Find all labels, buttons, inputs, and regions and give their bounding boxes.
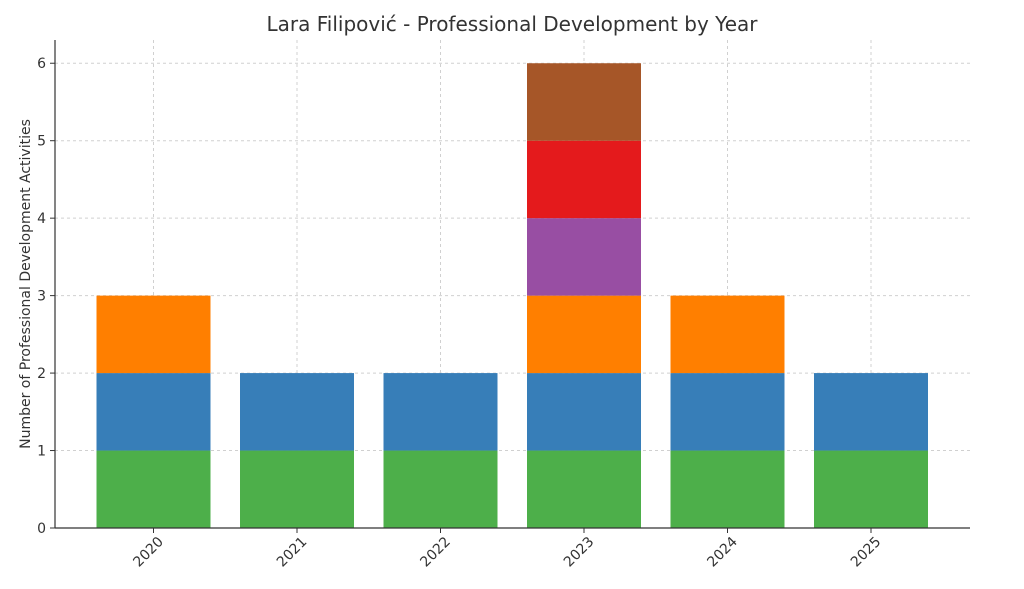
bar-segment <box>383 450 498 528</box>
y-tick-label: 4 <box>37 211 46 227</box>
y-tick-label: 5 <box>37 134 46 150</box>
y-tick-label: 6 <box>37 56 46 72</box>
bar-segment <box>527 295 641 374</box>
y-tick-label: 1 <box>37 444 46 460</box>
bar-segment <box>383 373 498 451</box>
bars <box>96 63 928 528</box>
x-tick-label: 2022 <box>417 534 454 571</box>
bar-segment <box>670 295 785 374</box>
bar-segment <box>96 450 211 528</box>
y-axis-label: Number of Professional Development Activ… <box>18 119 34 449</box>
y-tick-label: 3 <box>37 289 46 305</box>
x-tick-label: 2021 <box>274 534 311 571</box>
bar-segment <box>527 450 641 528</box>
bar-segment <box>96 295 211 374</box>
axes <box>54 40 970 529</box>
bar-segment <box>670 450 785 528</box>
y-tick-label: 2 <box>37 366 46 382</box>
bar-segment <box>527 373 641 451</box>
bar-segment <box>240 373 354 451</box>
y-tick-label: 0 <box>37 521 46 537</box>
bar-segment <box>814 373 928 451</box>
bar-segment <box>240 450 354 528</box>
chart-title: Lara Filipović - Professional Developmen… <box>267 12 759 36</box>
bar-segment <box>670 373 785 451</box>
bar-segment <box>814 450 928 528</box>
bar-segment <box>527 140 641 219</box>
x-tick-label: 2023 <box>561 534 598 571</box>
x-tick-label: 2020 <box>130 534 167 571</box>
x-tick-label: 2024 <box>704 534 741 571</box>
bar-segment <box>527 63 641 141</box>
x-tick-label: 2025 <box>848 534 885 571</box>
bar-segment <box>96 373 211 451</box>
bar-segment <box>527 218 641 296</box>
